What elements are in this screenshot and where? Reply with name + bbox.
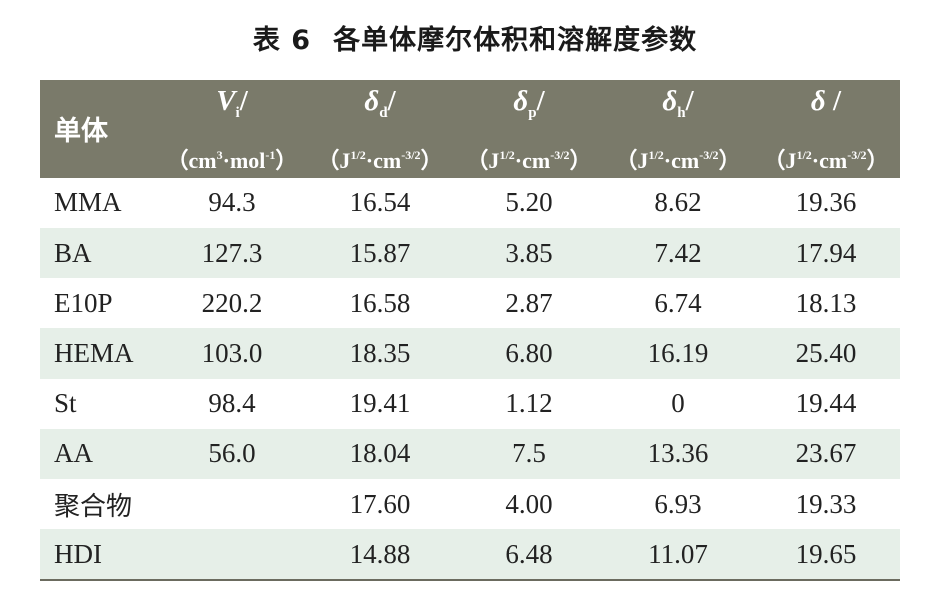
cell-delta-total: 19.44 <box>795 388 857 419</box>
cell-vi <box>158 529 306 582</box>
table-header: 单体 Vi/ （cm3·mol-1） δd/ （J1/2·cm-3/2） δp/… <box>40 80 900 178</box>
table-row: St 98.4 19.41 1.12 0 19.44 <box>40 379 900 429</box>
table-title: 各单体摩尔体积和溶解度参数 <box>333 25 698 56</box>
header-delta-d-unit: （J1/2·cm-3/2） <box>317 147 443 173</box>
cell-vi: 127.3 <box>201 237 263 268</box>
table-body: MMA 94.3 16.54 5.20 8.62 19.36 BA 127.3 … <box>40 178 900 582</box>
header-delta-h-symbol: δh/ <box>662 85 694 121</box>
cell-delta-h: 16.19 <box>647 337 709 368</box>
cell-monomer: BA <box>54 237 92 268</box>
cell-delta-d: 17.60 <box>349 488 411 519</box>
cell-vi <box>158 479 306 529</box>
cell-delta-d: 15.87 <box>349 237 411 268</box>
cell-delta-total: 17.94 <box>795 237 857 268</box>
cell-vi: 56.0 <box>208 438 256 469</box>
cell-monomer: 聚合物 <box>54 491 133 522</box>
cell-delta-p: 6.80 <box>505 337 553 368</box>
cell-vi: 220.2 <box>201 287 263 318</box>
cell-delta-p: 6.48 <box>454 529 604 582</box>
header-delta-d-symbol: δd/ <box>364 85 396 121</box>
cell-delta-p: 5.20 <box>505 187 553 218</box>
cell-vi: 94.3 <box>208 187 256 218</box>
header-vi-symbol: Vi/ <box>216 85 248 121</box>
cell-delta-h: 0 <box>671 388 685 419</box>
cell-monomer: E10P <box>54 287 113 318</box>
cell-monomer: St <box>54 388 77 419</box>
header-delta-p-unit: （J1/2·cm-3/2） <box>466 147 592 173</box>
header-delta-p-symbol: δp/ <box>513 85 545 121</box>
header-monomer: 单体 <box>54 116 108 148</box>
cell-vi: 98.4 <box>208 388 256 419</box>
cell-delta-total: 18.13 <box>795 287 857 318</box>
table-row: HDI 14.88 6.48 11.07 19.65 <box>40 529 900 582</box>
cell-delta-p: 3.85 <box>505 237 553 268</box>
cell-monomer: HEMA <box>54 337 134 368</box>
header-row: 单体 Vi/ （cm3·mol-1） δd/ （J1/2·cm-3/2） δp/… <box>40 80 900 178</box>
cell-vi: 103.0 <box>201 337 263 368</box>
cell-delta-d: 18.04 <box>349 438 411 469</box>
cell-delta-p: 4.00 <box>505 488 553 519</box>
table-row: HEMA 103.0 18.35 6.80 16.19 25.40 <box>40 328 900 379</box>
cell-delta-d: 16.58 <box>349 287 411 318</box>
solubility-table: 单体 Vi/ （cm3·mol-1） δd/ （J1/2·cm-3/2） δp/… <box>40 80 900 582</box>
table-caption: 表 6 各单体摩尔体积和溶解度参数 <box>0 18 950 57</box>
table-row: MMA 94.3 16.54 5.20 8.62 19.36 <box>40 178 900 228</box>
cell-delta-h: 7.42 <box>654 237 702 268</box>
table-row: AA 56.0 18.04 7.5 13.36 23.67 <box>40 428 900 479</box>
cell-monomer: MMA <box>54 187 122 218</box>
header-delta-p: δp/ （J1/2·cm-3/2） <box>454 80 604 178</box>
table-row: E10P 220.2 16.58 2.87 6.74 18.13 <box>40 278 900 328</box>
cell-delta-h: 13.36 <box>647 438 709 469</box>
cell-delta-h: 11.07 <box>604 529 752 582</box>
cell-delta-h: 8.62 <box>654 187 702 218</box>
header-vi: Vi/ （cm3·mol-1） <box>158 80 306 178</box>
cell-delta-total: 25.40 <box>795 337 857 368</box>
header-delta-total: δ / （J1/2·cm-3/2） <box>752 80 900 178</box>
cell-monomer: HDI <box>40 529 158 582</box>
table-number: 表 6 <box>252 25 312 56</box>
cell-delta-d: 14.88 <box>306 529 454 582</box>
cell-delta-total: 19.65 <box>752 529 900 582</box>
header-delta-h-unit: （J1/2·cm-3/2） <box>615 147 741 173</box>
header-vi-unit: （cm3·mol-1） <box>166 147 298 173</box>
cell-delta-p: 2.87 <box>505 287 553 318</box>
table-container: 单体 Vi/ （cm3·mol-1） δd/ （J1/2·cm-3/2） δp/… <box>40 80 900 582</box>
cell-delta-total: 23.67 <box>795 438 857 469</box>
header-delta-h: δh/ （J1/2·cm-3/2） <box>604 80 752 178</box>
cell-delta-p: 7.5 <box>512 438 546 469</box>
header-delta-total-unit: （J1/2·cm-3/2） <box>763 147 889 173</box>
table-row: BA 127.3 15.87 3.85 7.42 17.94 <box>40 227 900 279</box>
cell-delta-d: 18.35 <box>349 337 411 368</box>
table-row: 聚合物 17.60 4.00 6.93 19.33 <box>40 479 900 529</box>
header-delta-d: δd/ （J1/2·cm-3/2） <box>306 80 454 178</box>
cell-delta-h: 6.93 <box>654 488 702 519</box>
cell-delta-d: 16.54 <box>349 187 411 218</box>
cell-monomer: AA <box>54 438 93 469</box>
cell-delta-d: 19.41 <box>349 388 411 419</box>
cell-delta-total: 19.36 <box>795 187 857 218</box>
cell-delta-total: 19.33 <box>795 488 857 519</box>
cell-delta-p: 1.12 <box>505 388 553 419</box>
cell-delta-h: 6.74 <box>654 287 702 318</box>
header-delta-total-symbol: δ / <box>810 85 842 117</box>
